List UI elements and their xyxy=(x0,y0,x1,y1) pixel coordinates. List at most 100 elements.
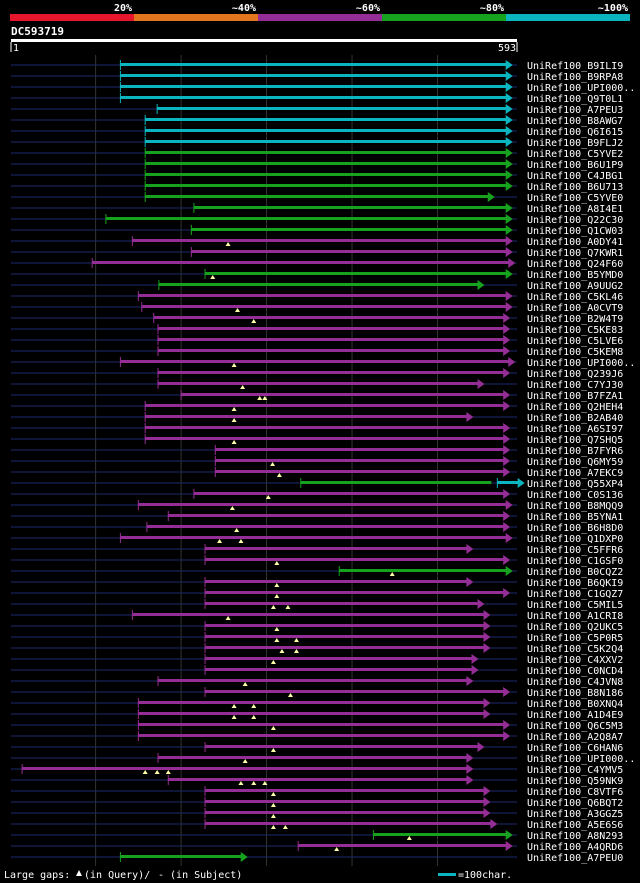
hit-name[interactable]: UniRef100_A9UUG2 xyxy=(527,281,623,292)
hit-row[interactable]: UniRef100_B9RPA8 xyxy=(11,71,623,83)
hit-name[interactable]: UniRef100_B8AWG7 xyxy=(527,116,623,127)
hit-name[interactable]: UniRef100_A2Q8A7 xyxy=(527,732,623,743)
hit-name[interactable]: UniRef100_C5LVE6 xyxy=(527,336,623,347)
hit-name[interactable]: UniRef100_UPI000.. xyxy=(527,754,635,765)
hit-name[interactable]: UniRef100_Q6BQT2 xyxy=(527,798,623,809)
hit-row[interactable]: UniRef100_A7PEU0 xyxy=(11,852,623,864)
hit-row[interactable]: UniRef100_B6U1P9 xyxy=(11,159,623,171)
hit-row[interactable]: UniRef100_B5YNA1 xyxy=(11,511,623,523)
hit-row[interactable]: UniRef100_B7FZA1 xyxy=(11,390,623,402)
hit-row[interactable]: UniRef100_C0S136 xyxy=(11,489,623,501)
hit-row[interactable]: UniRef100_Q1DXP0 xyxy=(11,533,623,545)
hit-name[interactable]: UniRef100_A7EKC9 xyxy=(527,468,623,479)
hit-name[interactable]: UniRef100_Q24F60 xyxy=(527,259,623,270)
hit-row[interactable]: UniRef100_C5MIL5 xyxy=(11,599,623,611)
hit-row[interactable]: UniRef100_C5FFR6 xyxy=(11,544,623,556)
hit-row[interactable]: UniRef100_UPI000.. xyxy=(11,357,635,369)
hit-name[interactable]: UniRef100_C5KEM8 xyxy=(527,347,623,358)
hit-row[interactable]: UniRef100_A5E6S6 xyxy=(11,819,623,831)
hit-row[interactable]: UniRef100_A9UUG2 xyxy=(11,280,623,292)
hit-row[interactable]: UniRef100_A1D4E9 xyxy=(11,709,623,721)
hit-row[interactable]: UniRef100_A6SI97 xyxy=(11,423,623,435)
hit-name[interactable]: UniRef100_Q2UKC5 xyxy=(527,622,623,633)
hit-name[interactable]: UniRef100_C5MIL5 xyxy=(527,600,623,611)
hit-row[interactable]: UniRef100_B9ILI9 xyxy=(11,60,623,72)
hit-row[interactable]: UniRef100_Q55XP4 xyxy=(11,478,623,490)
hit-name[interactable]: UniRef100_Q2HEH4 xyxy=(527,402,623,413)
hit-name[interactable]: UniRef100_C1GQZ7 xyxy=(527,589,623,600)
hit-name[interactable]: UniRef100_C5YVE2 xyxy=(527,149,623,160)
hit-name[interactable]: UniRef100_C5KL46 xyxy=(527,292,623,303)
hit-name[interactable]: UniRef100_B7FYR6 xyxy=(527,446,623,457)
hit-row[interactable]: UniRef100_Q6I615 xyxy=(11,126,623,138)
hit-row[interactable]: UniRef100_A8I4E1 xyxy=(11,203,623,215)
hit-row[interactable]: UniRef100_B0XNQ4 xyxy=(11,698,623,710)
hit-row[interactable]: UniRef100_C8VTF6 xyxy=(11,786,623,798)
hit-name[interactable]: UniRef100_C5YVE0 xyxy=(527,193,623,204)
hit-row[interactable]: UniRef100_Q7SHQ5 xyxy=(11,434,623,446)
hit-row[interactable]: UniRef100_Q239J6 xyxy=(11,368,623,380)
hit-row[interactable]: UniRef100_UPI000.. xyxy=(11,82,635,94)
hit-name[interactable]: UniRef100_A0CVT9 xyxy=(527,303,623,314)
hit-row[interactable]: UniRef100_A2Q8A7 xyxy=(11,731,623,743)
hit-name[interactable]: UniRef100_A1CRI8 xyxy=(527,611,623,622)
hit-name[interactable]: UniRef100_Q59NK9 xyxy=(527,776,623,787)
hit-row[interactable]: UniRef100_C5LVE6 xyxy=(11,335,623,347)
hit-name[interactable]: UniRef100_C6HAN6 xyxy=(527,743,623,754)
hit-name[interactable]: UniRef100_Q239J6 xyxy=(527,369,623,380)
hit-name[interactable]: UniRef100_Q55XP4 xyxy=(527,479,623,490)
hit-name[interactable]: UniRef100_A3GGZ5 xyxy=(527,809,623,820)
hit-row[interactable]: UniRef100_C5K2Q4 xyxy=(11,643,623,655)
hit-name[interactable]: UniRef100_B9ILI9 xyxy=(527,61,623,72)
hit-name[interactable]: UniRef100_B6QKI9 xyxy=(527,578,623,589)
hit-row[interactable]: UniRef100_C5YVE2 xyxy=(11,148,623,160)
hit-row[interactable]: UniRef100_B2AB40 xyxy=(11,412,623,424)
hit-name[interactable]: UniRef100_C7YJ30 xyxy=(527,380,623,391)
hit-row[interactable]: UniRef100_Q6MY59 xyxy=(11,456,623,468)
hit-row[interactable]: UniRef100_A4QRD6 xyxy=(11,841,623,853)
hit-row[interactable]: UniRef100_C5P0R5 xyxy=(11,632,623,644)
hit-name[interactable]: UniRef100_C0S136 xyxy=(527,490,623,501)
hit-name[interactable]: UniRef100_B8N186 xyxy=(527,688,623,699)
hit-row[interactable]: UniRef100_C6HAN6 xyxy=(11,742,623,754)
hit-row[interactable]: UniRef100_C7YJ30 xyxy=(11,379,623,391)
hit-row[interactable]: UniRef100_B7FYR6 xyxy=(11,445,623,457)
hit-name[interactable]: UniRef100_C5KE83 xyxy=(527,325,623,336)
hit-name[interactable]: UniRef100_B6U713 xyxy=(527,182,623,193)
hit-row[interactable]: UniRef100_C4YMV5 xyxy=(11,764,623,776)
hit-row[interactable]: UniRef100_Q2HEH4 xyxy=(11,401,623,413)
hit-row[interactable]: UniRef100_Q22C30 xyxy=(11,214,623,226)
hit-name[interactable]: UniRef100_A6SI97 xyxy=(527,424,623,435)
hit-row[interactable]: UniRef100_B2W4T9 xyxy=(11,313,623,325)
hit-row[interactable]: UniRef100_A7EKC9 xyxy=(11,467,623,479)
hit-name[interactable]: UniRef100_B9RPA8 xyxy=(527,72,623,83)
hit-name[interactable]: UniRef100_C5FFR6 xyxy=(527,545,623,556)
hit-name[interactable]: UniRef100_Q1DXP0 xyxy=(527,534,623,545)
hit-name[interactable]: UniRef100_A4QRD6 xyxy=(527,842,623,853)
hit-name[interactable]: UniRef100_C1GSF0 xyxy=(527,556,623,567)
hit-name[interactable]: UniRef100_B2W4T9 xyxy=(527,314,623,325)
hit-name[interactable]: UniRef100_B9FLJ2 xyxy=(527,138,623,149)
hit-name[interactable]: UniRef100_B5YNA1 xyxy=(527,512,623,523)
hit-row[interactable]: UniRef100_B5YMD0 xyxy=(11,269,623,281)
hit-row[interactable]: UniRef100_UPI000.. xyxy=(11,753,635,765)
hit-row[interactable]: UniRef100_A0CVT9 xyxy=(11,302,623,314)
hit-row[interactable]: UniRef100_B8MQQ9 xyxy=(11,500,623,512)
hit-row[interactable]: UniRef100_B9FLJ2 xyxy=(11,137,623,149)
hit-row[interactable]: UniRef100_C1GQZ7 xyxy=(11,588,623,600)
hit-name[interactable]: UniRef100_C8VTF6 xyxy=(527,787,623,798)
hit-row[interactable]: UniRef100_B8AWG7 xyxy=(11,115,623,127)
hit-name[interactable]: UniRef100_A1D4E9 xyxy=(527,710,623,721)
hit-name[interactable]: UniRef100_C0NCD4 xyxy=(527,666,623,677)
hit-name[interactable]: UniRef100_A8I4E1 xyxy=(527,204,623,215)
hit-row[interactable]: UniRef100_A8N293 xyxy=(11,830,623,842)
hit-name[interactable]: UniRef100_UPI000.. xyxy=(527,83,635,94)
hit-name[interactable]: UniRef100_B5YMD0 xyxy=(527,270,623,281)
hit-row[interactable]: UniRef100_C4JBG1 xyxy=(11,170,623,182)
hit-row[interactable]: UniRef100_C5KL46 xyxy=(11,291,623,303)
hit-name[interactable]: UniRef100_B7FZA1 xyxy=(527,391,623,402)
hit-name[interactable]: UniRef100_A7PEU0 xyxy=(527,853,623,864)
hit-name[interactable]: UniRef100_B0CQZ2 xyxy=(527,567,623,578)
hit-name[interactable]: UniRef100_B2AB40 xyxy=(527,413,623,424)
hit-row[interactable]: UniRef100_A3GGZ5 xyxy=(11,808,623,820)
